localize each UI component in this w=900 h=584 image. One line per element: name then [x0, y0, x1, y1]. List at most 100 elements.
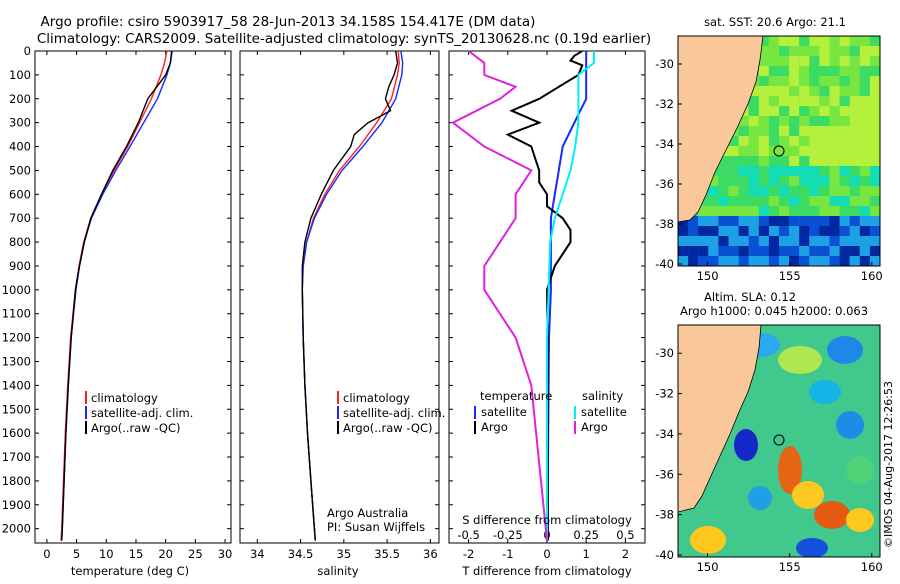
sst-cell [799, 96, 810, 107]
y-tick-label: 300 [9, 116, 31, 130]
sst-cell [859, 176, 870, 187]
sst-cell [819, 66, 830, 77]
sst-cell [768, 36, 780, 47]
map-x-tick-label: 160 [861, 560, 883, 574]
sst-cell [779, 86, 790, 97]
sst-cell [859, 126, 870, 137]
sla-anomaly-blob [796, 538, 828, 557]
sla-map-title-line2: Argo h1000: 0.045 h2000: 0.063 [680, 304, 868, 318]
sla-land [678, 325, 762, 513]
sst-cell [829, 176, 840, 187]
sst-cell [799, 116, 810, 127]
sst-cell [728, 226, 739, 237]
sst-cell [789, 126, 800, 137]
map-y-tick-label: -38 [655, 217, 674, 231]
x-tick-label: 5 [73, 547, 80, 561]
sst-cell [809, 216, 820, 227]
sst-cell [829, 256, 840, 266]
salinity-panel [239, 50, 440, 544]
sst-cell [738, 226, 749, 237]
map-y-tick-label: -32 [655, 387, 674, 401]
sst-cell [789, 56, 800, 67]
sst-cell [758, 196, 769, 207]
sst-cell [819, 186, 830, 197]
sst-cell [869, 236, 880, 247]
sst-cell [859, 216, 870, 227]
sst-cell [819, 36, 830, 47]
sst-cell [829, 186, 840, 197]
sst-cell [779, 176, 790, 187]
sst-cell [829, 156, 840, 167]
sst-cell [789, 46, 800, 57]
y-tick-label: 1900 [2, 498, 31, 512]
sst-land [678, 36, 764, 223]
sst-cell [869, 36, 880, 47]
x-tick-label: 36 [423, 547, 438, 561]
sst-cell [819, 86, 830, 97]
sst-cell [698, 256, 709, 266]
sst-cell [789, 206, 800, 217]
sst-cell [688, 226, 699, 237]
sst-cell [809, 66, 820, 77]
sst-cell [768, 166, 780, 177]
sst-cell [819, 206, 830, 217]
sst-cell [849, 246, 860, 257]
x-tick-label: 30 [218, 547, 233, 561]
x-tick-label: 35 [337, 547, 352, 561]
sst-cell [819, 46, 830, 57]
sst-cell [799, 156, 810, 167]
sst-cell [768, 126, 780, 137]
map-x-tick-label: 155 [779, 269, 801, 283]
sst-cell [849, 116, 860, 127]
y-tick-label: 1800 [2, 474, 31, 488]
sst-cell [869, 156, 880, 167]
sst-cell [859, 166, 870, 177]
sst-cell [869, 186, 880, 197]
series-line-argo-raw-qc- [61, 51, 173, 541]
y-tick-label: 800 [9, 235, 31, 249]
sst-map [678, 36, 880, 266]
sst-cell [849, 226, 860, 237]
sst-cell [779, 216, 790, 227]
sla-anomaly-blob [778, 446, 802, 494]
sst-cell [809, 246, 820, 257]
sst-cell [758, 156, 769, 167]
x-tick-label: 34.5 [288, 547, 314, 561]
sst-cell [768, 106, 780, 117]
sst-cell [849, 36, 860, 47]
sst-cell [809, 136, 820, 147]
sst-cell [789, 76, 800, 87]
sst-cell [708, 216, 719, 227]
series-line-argo-raw-qc- [301, 51, 399, 541]
difference-legend: temperature salinity satellite Argo sate… [474, 389, 627, 434]
sst-cell [718, 216, 729, 227]
sst-cell [829, 126, 840, 137]
sst-cell [809, 56, 820, 67]
sst-cell [738, 146, 749, 157]
sst-cell [768, 176, 780, 187]
y-tick-label: 1100 [2, 307, 31, 321]
sst-cell [708, 186, 719, 197]
x-tick-label: -2 [463, 547, 474, 561]
sst-cell [678, 246, 689, 257]
sst-cell [859, 236, 870, 247]
sst-cell [829, 206, 840, 217]
sst-cell [859, 136, 870, 147]
sst-cell [869, 116, 880, 127]
sst-cell [849, 186, 860, 197]
sst-cell [799, 106, 810, 117]
sst-cell [779, 256, 790, 266]
sst-cell [819, 196, 830, 207]
sst-cell [789, 86, 800, 97]
sst-cell [748, 146, 759, 157]
sst-cell [758, 86, 769, 97]
sst-cell [869, 66, 880, 77]
difference-top-xlabel: S difference from climatology [462, 513, 632, 527]
sst-cell [748, 136, 759, 147]
y-tick-label: 1200 [2, 331, 31, 345]
y-tick-label: 1700 [2, 450, 31, 464]
sst-cell [819, 166, 830, 177]
sst-cell [799, 166, 810, 177]
sst-cell [728, 186, 739, 197]
